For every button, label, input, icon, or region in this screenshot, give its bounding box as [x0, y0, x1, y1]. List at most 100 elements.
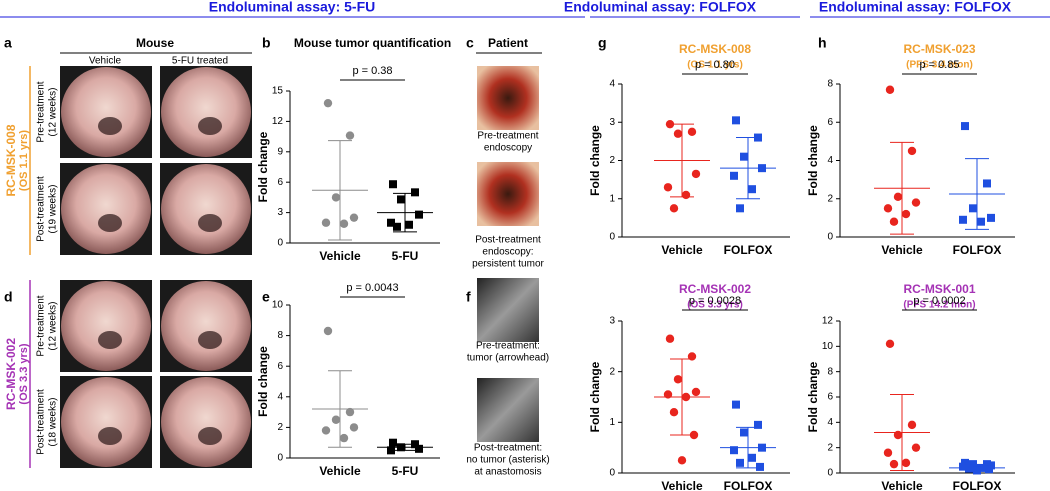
photo-field	[61, 281, 151, 371]
point	[389, 180, 397, 189]
point	[911, 443, 921, 452]
photo-caption: at anastomosis	[474, 467, 541, 478]
point	[663, 183, 673, 192]
photo-caption: persistent tumor	[472, 259, 544, 270]
y-tick-label: 2	[827, 442, 833, 453]
point	[681, 392, 691, 402]
point	[331, 193, 341, 202]
column-label: Vehicle	[89, 56, 122, 67]
photo	[477, 378, 539, 442]
panel-title: Mouse	[136, 36, 174, 50]
photo-caption: Post-treatment	[475, 235, 541, 246]
x-tick-label: Vehicle	[881, 243, 923, 257]
point	[411, 188, 419, 197]
point	[911, 198, 921, 207]
p-value: p = 0.0043	[346, 282, 398, 294]
point	[889, 459, 899, 469]
y-tick-label: 12	[822, 316, 834, 327]
section-header: Endoluminal assay: FOLFOX	[819, 0, 1012, 15]
y-tick-label: 8	[827, 79, 833, 90]
point	[893, 430, 903, 440]
point	[893, 192, 903, 202]
y-tick-label: 2	[609, 155, 615, 166]
p-value: p = 0.80	[695, 59, 735, 71]
y-tick-label: 4	[827, 155, 833, 166]
photo-caption: endoscopy:	[482, 247, 533, 258]
point	[323, 98, 333, 108]
x-tick-label: Vehicle	[319, 249, 361, 263]
point	[756, 462, 764, 471]
y-tick-label: 0	[609, 468, 615, 479]
y-axis-title: Fold change	[256, 346, 270, 417]
row-label: Pre-treatment	[36, 81, 47, 142]
y-tick-label: 3	[609, 117, 615, 128]
x-tick-label: 5-FU	[392, 464, 419, 478]
chart-subtitle: (OS 1.1 yrs)	[687, 60, 743, 71]
point	[889, 217, 899, 226]
y-tick-label: 9	[277, 146, 283, 157]
y-tick-label: 6	[277, 177, 283, 188]
lumen	[198, 331, 222, 349]
x-tick-label: Vehicle	[661, 479, 703, 491]
point	[669, 204, 679, 213]
point	[758, 164, 766, 173]
y-axis-title: Fold change	[806, 125, 820, 196]
point	[387, 218, 395, 227]
y-tick-label: 0	[277, 238, 283, 249]
point	[665, 119, 675, 129]
photo-field	[161, 164, 251, 254]
point	[969, 460, 977, 469]
point	[985, 465, 993, 474]
point	[673, 129, 683, 138]
point	[689, 430, 699, 440]
point	[983, 179, 991, 188]
point	[977, 217, 985, 226]
point	[732, 400, 740, 409]
point	[901, 458, 911, 468]
point	[907, 146, 917, 156]
photo	[477, 162, 539, 226]
lumen	[198, 214, 222, 232]
point	[681, 190, 691, 200]
point	[411, 440, 419, 449]
y-tick-label: 8	[827, 366, 833, 377]
photo-field	[161, 281, 251, 371]
point	[323, 326, 333, 336]
y-tick-label: 0	[277, 453, 283, 464]
row-label: Post-treatment	[36, 176, 47, 242]
y-tick-label: 2	[827, 193, 833, 204]
point	[907, 420, 917, 430]
x-tick-label: FOLFOX	[953, 243, 1002, 257]
point	[754, 420, 762, 429]
x-tick-label: FOLFOX	[724, 243, 773, 257]
point	[387, 446, 395, 455]
x-tick-label: 5-FU	[392, 249, 419, 263]
point	[389, 438, 397, 447]
point	[740, 152, 748, 161]
p-value: p = 0.38	[352, 65, 392, 77]
row-label: (12 weeks)	[48, 88, 59, 137]
photo-field	[161, 377, 251, 467]
y-tick-label: 15	[272, 86, 284, 97]
panel-letter: g	[598, 35, 607, 51]
point	[736, 458, 744, 467]
section-header: Endoluminal assay: 5-FU	[209, 0, 375, 15]
survival-label: (OS 1.1 yrs)	[18, 130, 30, 191]
point	[885, 339, 895, 348]
point	[969, 204, 977, 213]
y-tick-label: 8	[277, 330, 283, 341]
y-tick-label: 2	[609, 366, 615, 377]
photo-caption: tumor (arrowhead)	[467, 353, 549, 364]
point	[393, 222, 401, 231]
point	[758, 443, 766, 452]
panel-letter: h	[818, 35, 827, 51]
point	[669, 408, 679, 417]
point	[687, 352, 697, 361]
point	[665, 334, 675, 343]
point	[987, 213, 995, 222]
y-tick-label: 10	[822, 341, 834, 352]
point	[397, 195, 405, 204]
chart-title: Mouse tumor quantification	[294, 36, 451, 50]
y-tick-label: 12	[272, 116, 284, 127]
point	[345, 407, 355, 417]
